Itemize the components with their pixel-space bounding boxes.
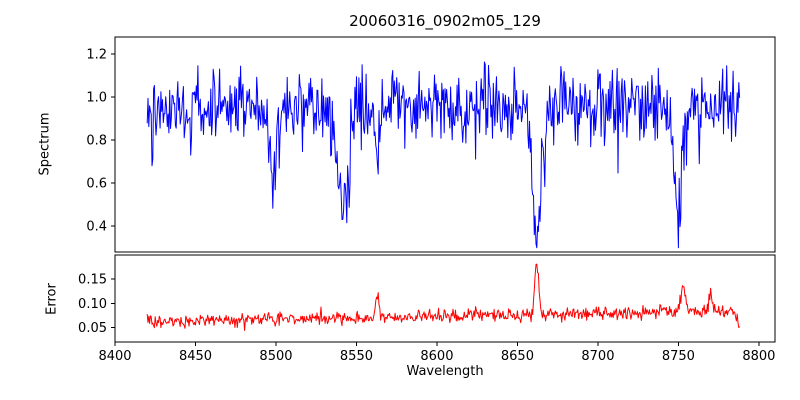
y-tick-label-error: 0.10: [78, 297, 107, 312]
y-axis-label-spectrum: Spectrum: [37, 112, 53, 176]
x-tick-label: 8650: [501, 349, 534, 364]
y-tick-label-spectrum: 0.6: [86, 177, 107, 192]
error-line: [146, 263, 741, 331]
y-tick-label-spectrum: 0.8: [86, 134, 107, 149]
y-tick-label-spectrum: 1.0: [86, 91, 107, 106]
x-tick-label: 8750: [662, 349, 695, 364]
y-tick-label-error: 0.05: [78, 321, 107, 336]
x-tick-label: 8800: [742, 349, 775, 364]
chart-title: 20060316_0902m05_129: [349, 12, 541, 30]
x-tick-label: 8700: [581, 349, 614, 364]
axes-box-spectrum: [114, 36, 776, 253]
y-tick-label-spectrum: 0.4: [86, 220, 107, 235]
spectrum-line: [146, 61, 741, 249]
x-tick-label: 8600: [420, 349, 453, 364]
y-tick-label-spectrum: 1.2: [86, 48, 107, 63]
x-axis-label: Wavelength: [406, 364, 484, 379]
x-tick-label: 8550: [340, 349, 373, 364]
x-tick-label: 8450: [179, 349, 212, 364]
axes-box-error: [114, 254, 776, 343]
x-tick-label: 8400: [98, 349, 131, 364]
y-tick-label-error: 0.15: [78, 273, 107, 288]
x-tick-label: 8500: [259, 349, 292, 364]
y-axis-label-error: Error: [44, 283, 60, 315]
